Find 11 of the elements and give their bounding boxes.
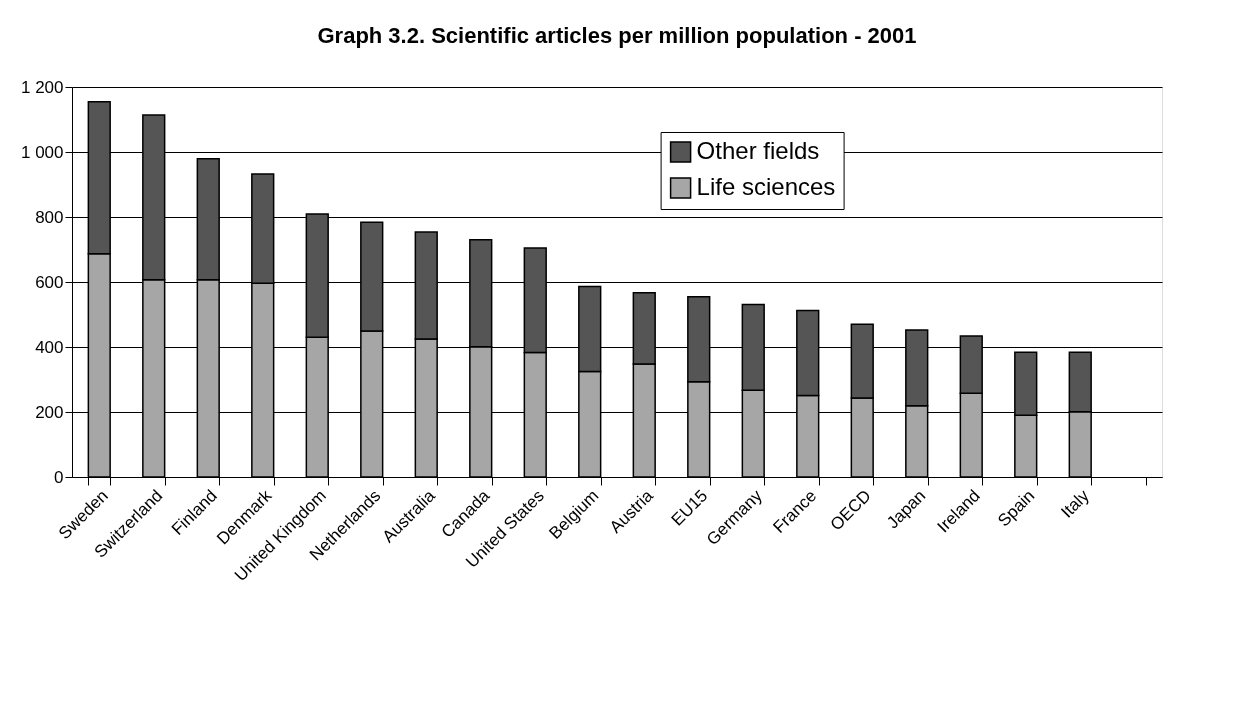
legend-label: Other fields — [696, 137, 820, 164]
y-tick-label: 0 — [54, 467, 64, 487]
y-tick-label: 200 — [35, 402, 64, 422]
y-tick-label: 600 — [35, 272, 64, 292]
y-tick-label: 1 000 — [20, 142, 64, 162]
y-tick-label: 400 — [35, 337, 64, 357]
y-tick-label: 1 200 — [20, 77, 64, 97]
legend-label: Life sciences — [696, 173, 836, 200]
chart-title: Graph 3.2. Scientific articles per million population - 2001 — [317, 23, 917, 48]
y-tick-label: 800 — [35, 207, 64, 227]
x-tick-label: Italy — [1057, 485, 1094, 522]
